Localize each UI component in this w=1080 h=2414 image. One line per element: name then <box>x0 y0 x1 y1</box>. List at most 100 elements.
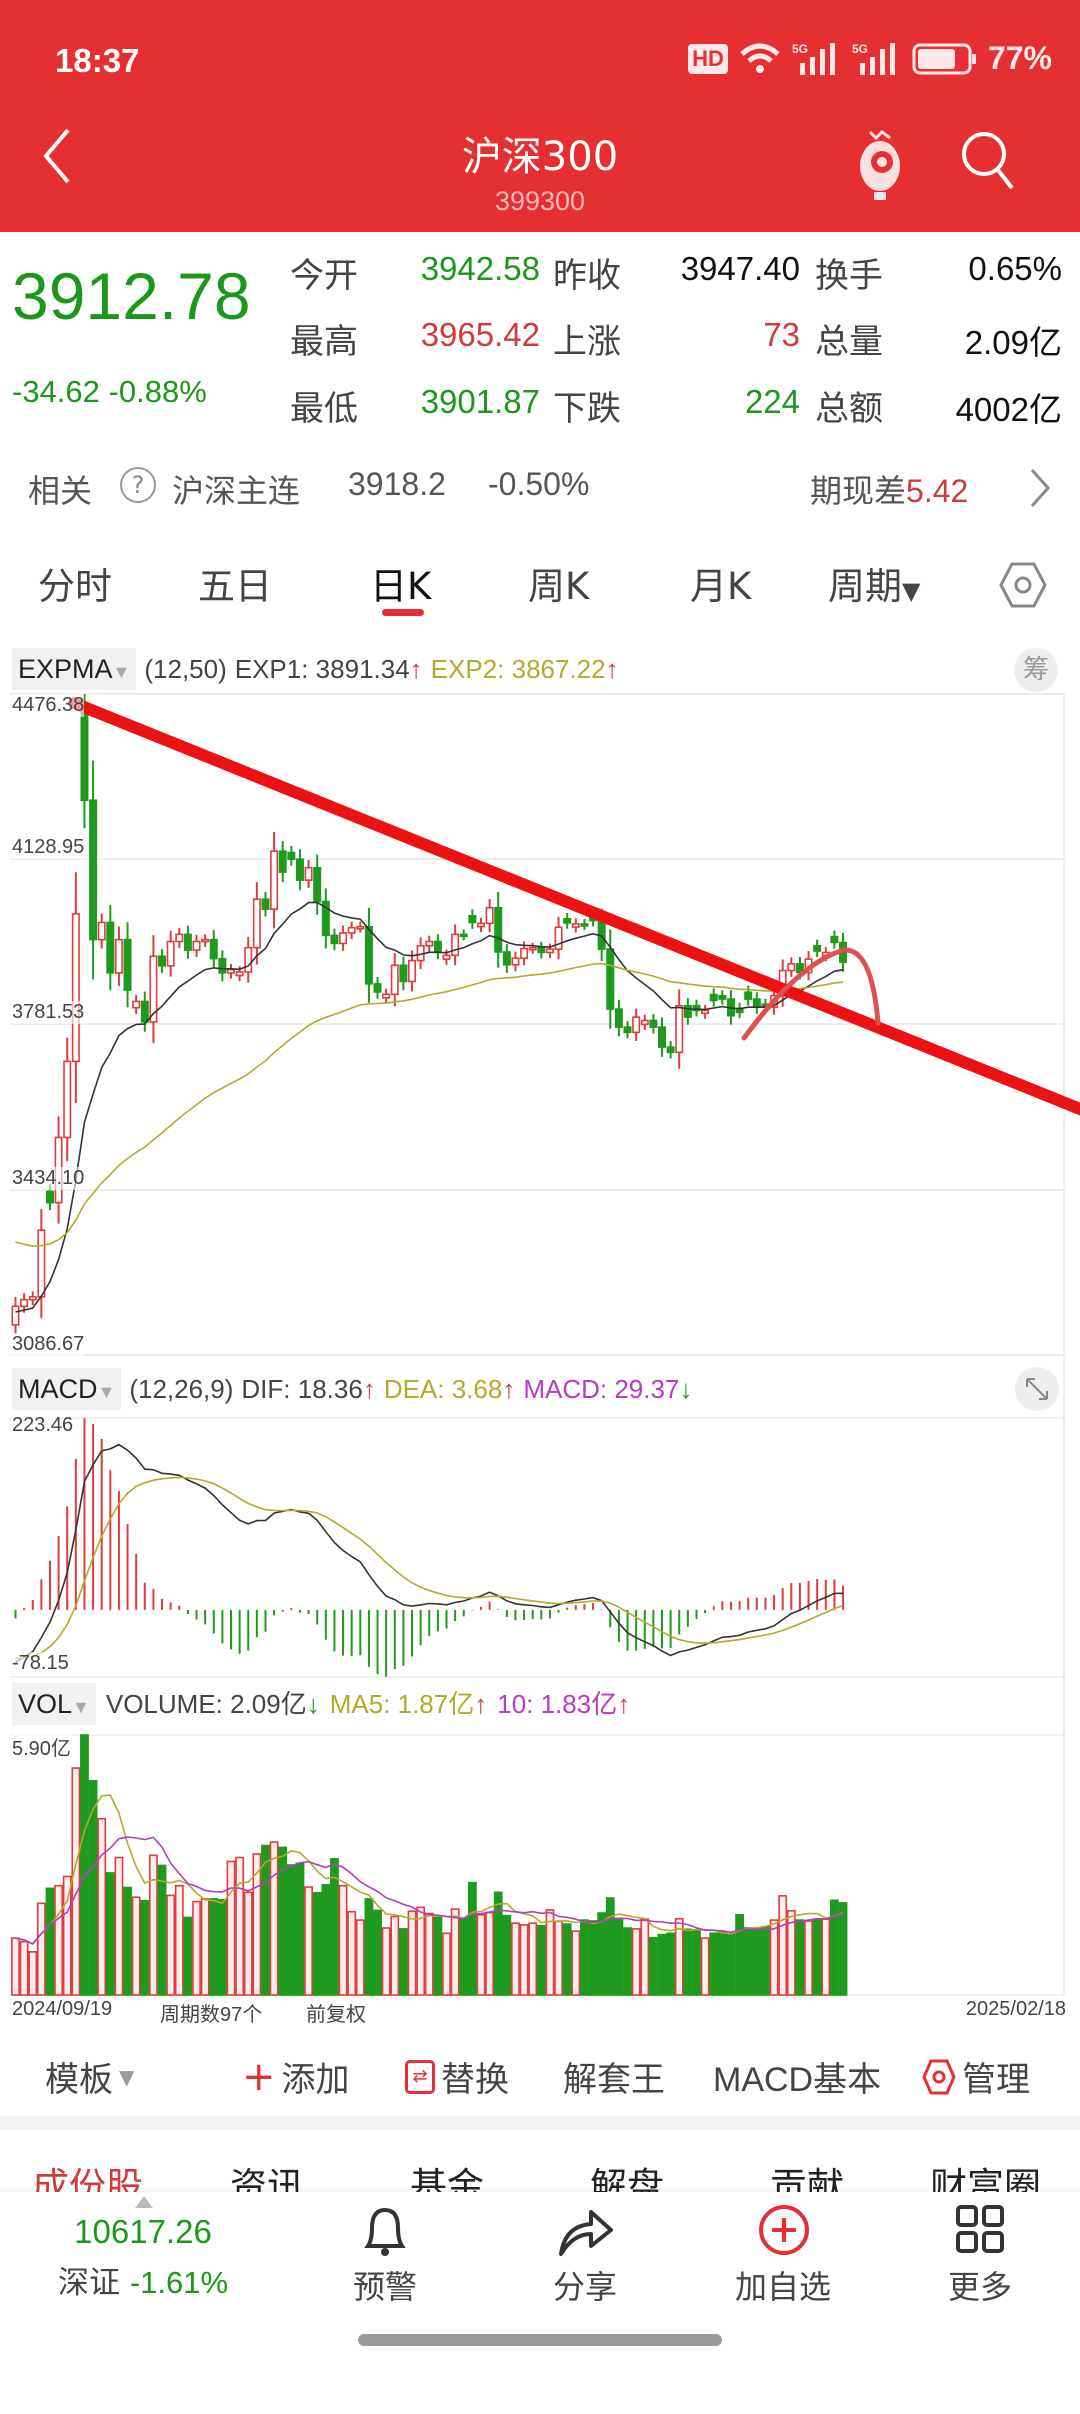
status-icons: HD 5G 5G 77% <box>688 40 1052 77</box>
add-watchlist-icon[interactable] <box>757 2203 811 2257</box>
more-label[interactable]: 更多 <box>947 2268 1012 2306</box>
x-start-date: 2024/09/19 <box>12 1998 113 2020</box>
manage-hexagon-icon <box>922 2059 956 2094</box>
settings-hexagon-icon[interactable] <box>998 560 1048 610</box>
volume-bar <box>485 1911 494 1996</box>
candle-body <box>347 926 356 934</box>
add-button[interactable]: + 添加 <box>242 2052 350 2101</box>
candle-body <box>97 921 106 941</box>
share-label[interactable]: 分享 <box>552 2268 617 2306</box>
macd-basic-button[interactable]: MACD基本 <box>713 2061 882 2099</box>
tab-weekly-k[interactable]: 周K <box>528 565 590 608</box>
bell-icon[interactable] <box>358 2204 412 2258</box>
volume-bar <box>398 1928 408 1996</box>
sz-index-value[interactable]: 10617.26 <box>74 2213 212 2250</box>
chip-distribution-button[interactable]: 筹 <box>1014 648 1058 692</box>
unlock-button[interactable]: 解套王 <box>563 2060 665 2100</box>
tab-monthly-k[interactable]: 月K <box>690 565 752 608</box>
add-label: 添加 <box>281 2060 350 2100</box>
candle-body <box>476 922 485 928</box>
volume-bar <box>209 1898 219 1996</box>
tab-five-day[interactable]: 五日 <box>198 565 272 608</box>
y-tick-label: 3086.67 <box>12 1333 85 1356</box>
candle-body <box>640 1019 649 1026</box>
volume-bar <box>295 1862 305 1996</box>
volume-bar <box>200 1898 210 1996</box>
back-icon[interactable] <box>38 126 78 186</box>
quote-value: 3901.87 <box>420 383 540 420</box>
adjust-mode[interactable]: 前复权 <box>306 2004 366 2026</box>
candle-body <box>287 851 296 861</box>
tab-daily-k[interactable]: 日K <box>370 565 432 608</box>
add-watchlist-label[interactable]: 加自选 <box>734 2268 831 2306</box>
vol-name: VOL <box>18 1689 73 1719</box>
wifi-icon <box>740 43 780 73</box>
macd-selector[interactable]: MACD▼ <box>12 1368 122 1410</box>
manage-label: 管理 <box>962 2060 1030 2100</box>
candle-body <box>270 850 279 910</box>
candle-body <box>37 1229 46 1298</box>
related-name[interactable]: 沪深主连 <box>172 472 301 510</box>
volume-bar <box>614 1917 624 1996</box>
price-change: -34.62 -0.88% <box>12 374 207 410</box>
candle-body <box>11 1305 20 1326</box>
candle-body <box>261 898 270 910</box>
more-grid-icon[interactable] <box>955 2204 1005 2254</box>
quote-value: 3947.40 <box>680 250 800 287</box>
candle-body <box>614 1008 623 1028</box>
candle-body <box>451 933 460 957</box>
volume-bar <box>726 1933 736 1996</box>
dropdown-arrow-icon: ▼ <box>902 577 921 605</box>
help-icon[interactable]: ? <box>120 467 156 503</box>
volume-bar <box>605 1897 615 1996</box>
candle-body <box>330 934 339 945</box>
volume-bar <box>36 1902 46 1996</box>
alert-label[interactable]: 预警 <box>352 2268 417 2306</box>
chevron-right-icon[interactable] <box>1028 468 1052 508</box>
basis[interactable]: 期现差5.42 <box>810 466 968 512</box>
current-price: 3912.78 <box>12 259 251 333</box>
template-button[interactable]: 模板 ▼ <box>45 2052 134 2101</box>
vol-selector[interactable]: VOL▼ <box>12 1683 96 1725</box>
candle-body <box>158 955 167 967</box>
exp1-line <box>15 901 844 1313</box>
volume-bar <box>666 1932 676 1996</box>
candle-body <box>140 1000 149 1023</box>
macd-y-min: -78.15 <box>12 1652 69 1675</box>
tab-intraday[interactable]: 分时 <box>38 565 112 608</box>
volume-bar <box>580 1919 589 1996</box>
volume-bar <box>278 1846 288 1996</box>
expand-icon[interactable] <box>1014 1366 1060 1412</box>
quote-value: 224 <box>744 383 800 420</box>
y-tick-label: 3434.10 <box>12 1167 85 1190</box>
home-indicator[interactable] <box>358 2334 722 2346</box>
candle-body <box>494 906 503 953</box>
candle-body <box>459 933 468 938</box>
volume-bar <box>623 1927 632 1996</box>
search-icon[interactable] <box>958 128 1018 194</box>
volume-bar <box>252 1853 262 1996</box>
share-icon[interactable] <box>555 2204 615 2258</box>
expma-selector[interactable]: EXPMA▼ <box>12 648 137 690</box>
quote-label: 昨收 <box>553 256 621 296</box>
volume-bar <box>347 1910 357 1996</box>
assistant-mascot-icon[interactable] <box>852 124 908 204</box>
replace-button[interactable]: ⇄ 替换 <box>405 2052 509 2101</box>
vol-ma10-line <box>15 1836 844 1945</box>
volume-bar <box>692 1930 701 1996</box>
tab-period-dropdown[interactable]: 周期▼ <box>828 556 920 610</box>
sz-index-change[interactable]: 深证 -1.61% <box>43 2257 243 2302</box>
volume-bar <box>235 1856 245 1996</box>
page-title: 沪深300 <box>461 134 619 180</box>
volume-bar <box>390 1915 400 1996</box>
candle-body <box>657 1026 666 1048</box>
app-header <box>0 0 1080 232</box>
candle-body <box>183 933 192 951</box>
volume-bar <box>683 1928 693 1996</box>
volume-bar <box>149 1854 158 1996</box>
macd-header: MACD▼ (12,26,9) DIF: 18.36↑ DEA: 3.68↑ M… <box>12 1368 692 1410</box>
signal-5g-icon: 5G <box>852 42 895 75</box>
related-label: 相关 <box>28 472 93 510</box>
manage-button[interactable]: 管理 <box>922 2052 1030 2101</box>
